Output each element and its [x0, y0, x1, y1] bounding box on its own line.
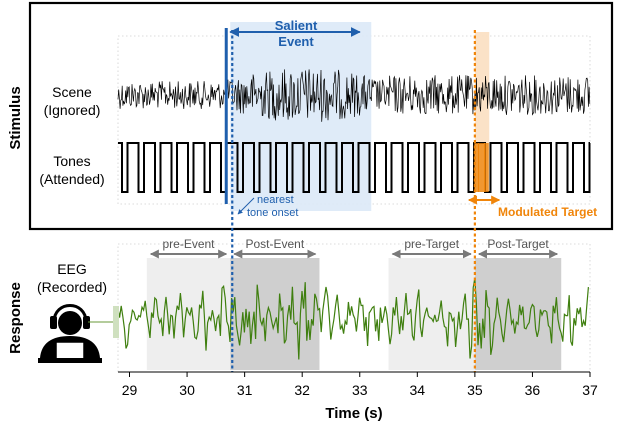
salient-event-label-line2: Event — [278, 34, 314, 49]
x-tick-label: 37 — [582, 382, 598, 398]
nearest-tone-label-line2: tone onset — [247, 207, 298, 219]
nearest-tone-pointer — [237, 197, 255, 215]
x-axis-title: Time (s) — [325, 405, 382, 422]
x-axis-ticks: 29 30 31 32 33 34 35 36 37 — [122, 372, 598, 398]
listener-headphones-icon — [38, 304, 119, 363]
salient-event-label-line1: Salient — [275, 18, 318, 33]
stimulus-side-label: Stimulus — [7, 86, 24, 149]
x-tick-label: 31 — [237, 382, 253, 398]
pre-target-label: pre-Target — [404, 237, 459, 251]
response-side-label: Response — [7, 282, 24, 354]
x-tick-label: 32 — [294, 382, 310, 398]
eeg-waveform — [117, 278, 589, 360]
pre-event-window — [146, 258, 231, 370]
x-tick-label: 33 — [352, 382, 368, 398]
post-target-label: Post-Target — [487, 237, 549, 251]
stimulus-frame — [28, 1, 614, 231]
x-tick-label: 36 — [525, 382, 541, 398]
scene-label-line1: Scene — [52, 84, 92, 100]
post-target-window — [474, 258, 562, 370]
pre-target-window — [388, 258, 475, 370]
modulated-target-label: Modulated Target — [498, 205, 597, 219]
tones-label-line1: Tones — [53, 153, 90, 169]
eeg-label-line1: EEG — [57, 261, 87, 277]
tones-waveform — [118, 142, 591, 193]
eeg-label-line2: (Recorded) — [37, 279, 107, 295]
x-tick-label: 30 — [179, 382, 195, 398]
post-event-label: Post-Event — [246, 237, 305, 251]
x-tick-label: 35 — [467, 382, 483, 398]
x-tick-label: 34 — [410, 382, 426, 398]
tones-label-line2: (Attended) — [39, 171, 104, 187]
salient-event-shade — [230, 22, 372, 211]
nearest-tone-label-line1: nearest — [257, 194, 294, 206]
x-tick-label: 29 — [122, 382, 138, 398]
scene-label-line2: (Ignored) — [44, 102, 101, 118]
scene-waveform — [117, 69, 591, 122]
pre-event-label: pre-Event — [162, 237, 215, 251]
